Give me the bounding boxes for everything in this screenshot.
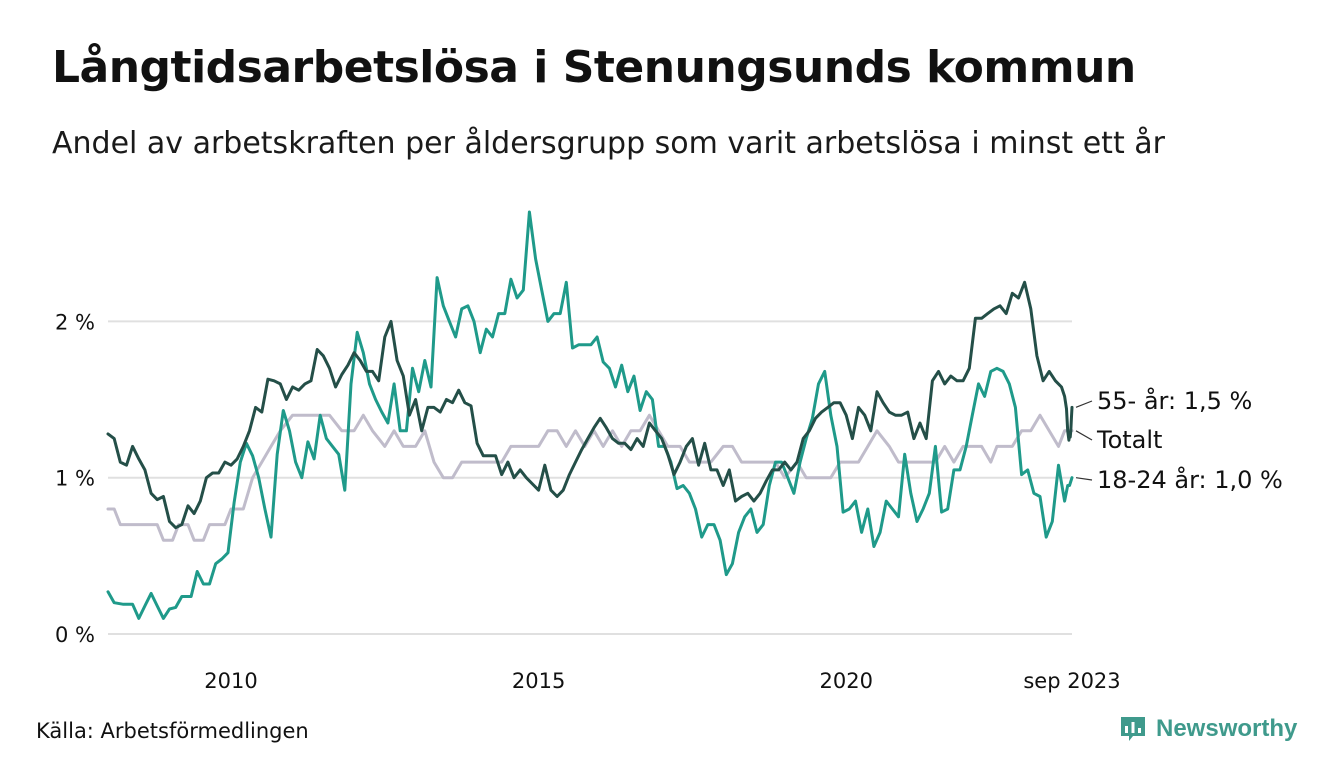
chart-subtitle: Andel av arbetskraften per åldersgrupp s… (52, 126, 1165, 161)
y-tick-label: 2 % (55, 310, 95, 334)
y-axis: 0 % 1 % 2 % (55, 310, 95, 647)
y-tick-label: 1 % (55, 467, 95, 491)
x-tick-label: sep 2023 (1023, 669, 1120, 693)
source-note: Källa: Arbetsförmedlingen (36, 719, 309, 743)
series-lines (106, 210, 1074, 620)
x-tick-label: 2020 (819, 669, 872, 693)
x-axis: 2010 2015 2020 sep 2023 (204, 669, 1120, 693)
series-line-totalt (106, 413, 1074, 542)
label-connector (1075, 477, 1093, 481)
bar-chart-icon (1121, 717, 1145, 741)
label-55: 55- år: 1,5 % (1097, 386, 1252, 415)
series-line-18-24 (106, 210, 1074, 620)
label-18-24: 18-24 år: 1,0 % (1097, 465, 1283, 494)
x-tick-label: 2015 (512, 669, 565, 693)
series-line-55 (106, 280, 1074, 530)
y-tick-label: 0 % (55, 623, 95, 647)
chart-title: Långtidsarbetslösa i Stenungsunds kommun (52, 42, 1136, 93)
x-tick-label: 2010 (204, 669, 257, 693)
series-labels: Totalt 18-24 år: 1,0 % 55- år: 1,5 % (1075, 386, 1283, 494)
gridlines (108, 320, 1072, 635)
label-connector (1075, 430, 1093, 441)
label-totalt: Totalt (1096, 426, 1162, 454)
brand-name: Newsworthy (1156, 715, 1298, 742)
brand-logo[interactable]: Newsworthy (1118, 714, 1297, 744)
label-connector (1075, 400, 1093, 408)
